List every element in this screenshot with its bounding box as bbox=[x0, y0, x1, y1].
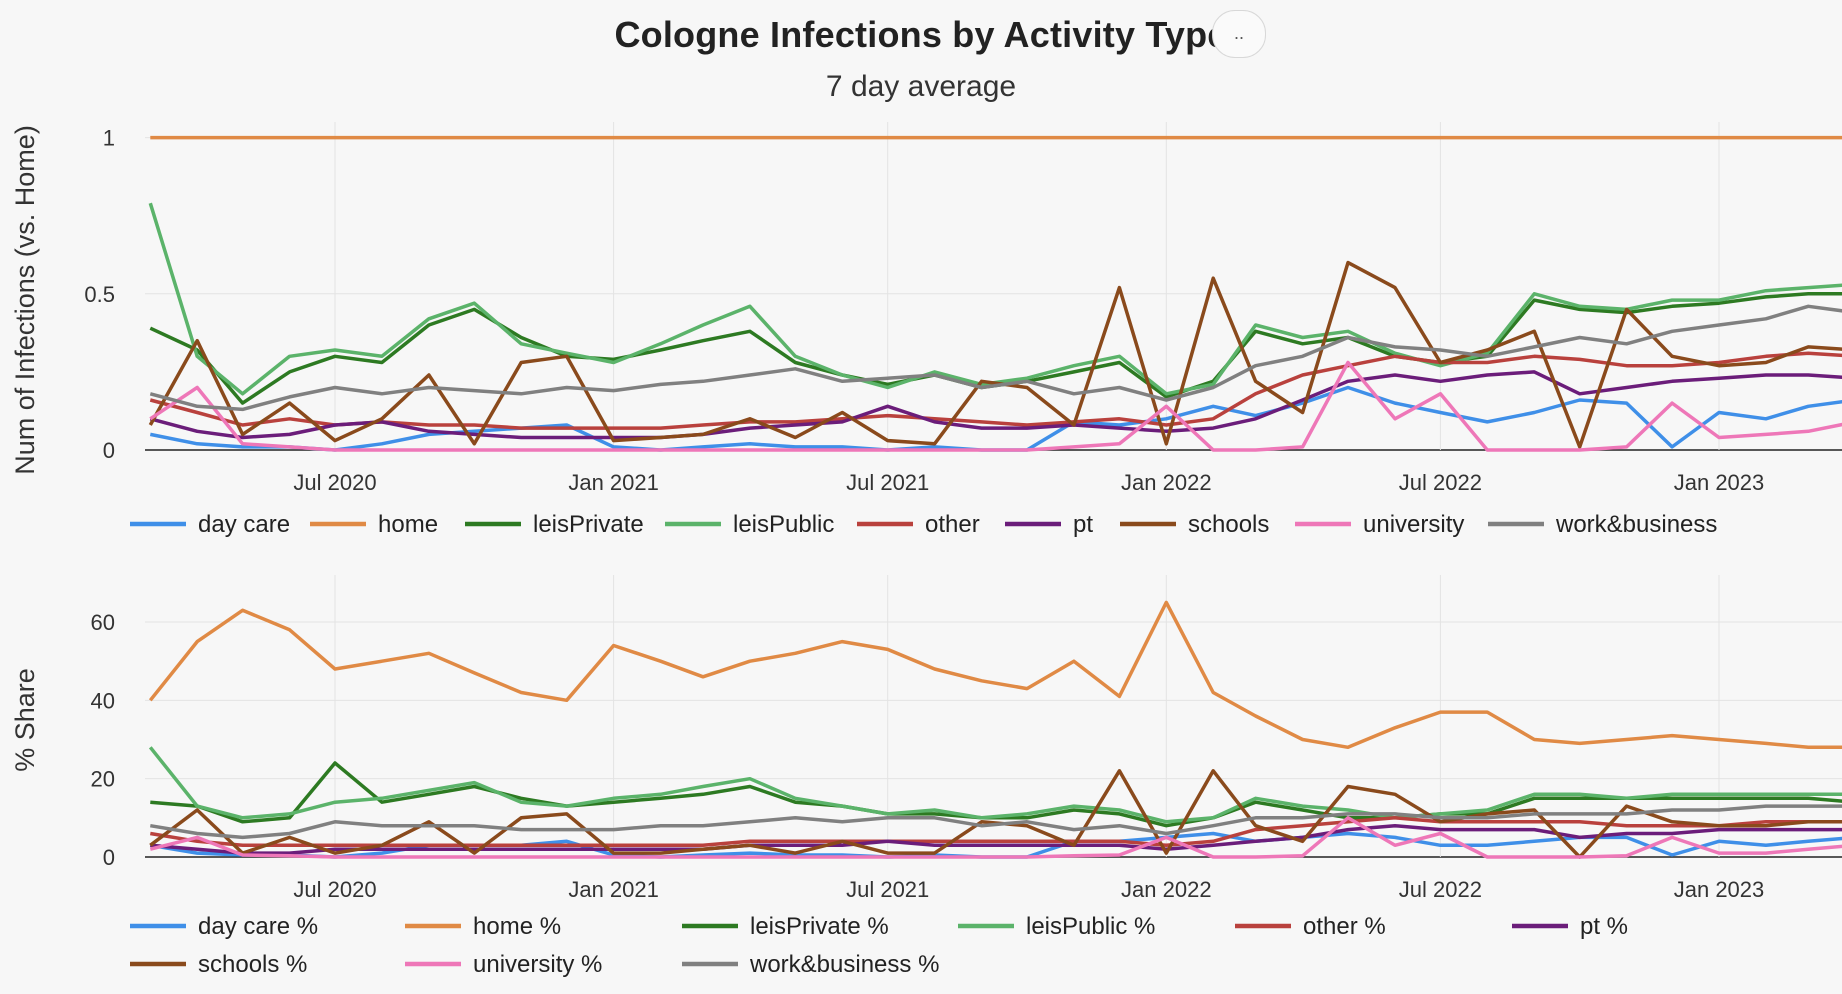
y-tick-label: 0.5 bbox=[84, 282, 115, 307]
infections-legend: day care home leisPrivate leisPublic other pt… bbox=[130, 511, 1717, 538]
legend-item-home[interactable]: home % bbox=[405, 913, 561, 940]
legend-item-day-care[interactable]: day care % bbox=[130, 913, 318, 940]
legend-label: day care bbox=[198, 511, 290, 538]
legend-item-work-business[interactable]: work&business % bbox=[682, 951, 939, 978]
x-tick-label: Jul 2020 bbox=[293, 470, 376, 495]
series-line-home[interactable] bbox=[148, 600, 1842, 750]
legend-label: leisPublic bbox=[733, 511, 834, 538]
series-line-pt[interactable] bbox=[150, 823, 1842, 855]
legend-item-work-business[interactable]: work&business bbox=[1488, 511, 1717, 538]
series-line-university[interactable] bbox=[149, 360, 1842, 452]
legend-label: university bbox=[1363, 511, 1464, 538]
series-line-work-business[interactable] bbox=[150, 804, 1842, 840]
series-line-leisprivate[interactable] bbox=[150, 761, 1842, 828]
series-line-other[interactable] bbox=[150, 816, 1842, 848]
legend-label: leisPublic % bbox=[1026, 913, 1155, 940]
series-line-work-business[interactable] bbox=[149, 304, 1842, 412]
series-line-leispublic[interactable] bbox=[148, 202, 1842, 396]
series-group bbox=[148, 600, 1842, 859]
legend-item-day-care[interactable]: day care bbox=[130, 511, 290, 538]
chart-subtitle: 7 day average bbox=[825, 70, 1017, 103]
y-axis-label: % Share bbox=[10, 668, 40, 772]
series-line-university[interactable] bbox=[149, 816, 1842, 859]
legend-label: other bbox=[925, 511, 980, 538]
legend-item-schools[interactable]: schools % bbox=[130, 951, 307, 978]
y-axis-label: Num of Infections (vs. Home) bbox=[10, 125, 40, 475]
legend-item-home[interactable]: home bbox=[310, 511, 438, 538]
legend-label: schools bbox=[1188, 511, 1269, 538]
x-tick-label: Jul 2022 bbox=[1399, 470, 1482, 495]
series-line-pt[interactable] bbox=[149, 370, 1842, 440]
legend-item-other[interactable]: other % bbox=[1235, 913, 1386, 940]
legend-item-leispublic[interactable]: leisPublic % bbox=[958, 913, 1155, 940]
y-tick-label: 60 bbox=[91, 610, 115, 635]
x-tick-label: Jan 2021 bbox=[568, 877, 659, 902]
legend-item-university[interactable]: university bbox=[1295, 511, 1464, 538]
legend-item-leisprivate[interactable]: leisPrivate bbox=[465, 511, 644, 538]
legend-item-university[interactable]: university % bbox=[405, 951, 602, 978]
x-tick-label: Jul 2021 bbox=[846, 877, 929, 902]
x-tick-label: Jan 2022 bbox=[1121, 470, 1212, 495]
legend-label: home % bbox=[473, 913, 561, 940]
legend-item-pt[interactable]: pt % bbox=[1512, 913, 1628, 940]
series-group bbox=[148, 135, 1842, 452]
y-tick-label: 0 bbox=[103, 438, 115, 463]
x-tick-label: Jan 2021 bbox=[568, 470, 659, 495]
legend-label: work&business bbox=[1555, 511, 1717, 538]
x-tick-label: Jul 2022 bbox=[1399, 877, 1482, 902]
legend-item-leisprivate[interactable]: leisPrivate % bbox=[682, 913, 889, 940]
infections-panel: 0 0.5 1 Jul 2020 Jan 2021 Jul 2021 Jan 2022 Jul… bbox=[10, 122, 1842, 495]
legend-item-other[interactable]: other bbox=[857, 511, 980, 538]
x-tick-label: Jul 2020 bbox=[293, 877, 376, 902]
legend-label: university % bbox=[473, 951, 602, 978]
legend-label: day care % bbox=[198, 913, 318, 940]
legend-label: home bbox=[378, 511, 438, 538]
series-line-schools[interactable] bbox=[148, 260, 1842, 449]
legend-item-leispublic[interactable]: leisPublic bbox=[665, 511, 834, 538]
legend-label: leisPrivate bbox=[533, 511, 644, 538]
legend-label: pt % bbox=[1580, 913, 1628, 940]
chart-menu-button[interactable]: .. bbox=[1212, 10, 1266, 58]
legend-item-schools[interactable]: schools bbox=[1120, 511, 1269, 538]
x-tick-label: Jan 2023 bbox=[1674, 470, 1765, 495]
series-line-leispublic[interactable] bbox=[148, 746, 1842, 824]
share-panel: 0 20 40 60 Jul 2020 Jan 2021 Jul 2021 Jan 2022 J… bbox=[10, 575, 1842, 902]
series-line-other[interactable] bbox=[149, 351, 1842, 430]
chart-title: Cologne Infections by Activity Type bbox=[614, 14, 1228, 55]
legend-item-pt[interactable]: pt bbox=[1005, 511, 1093, 538]
share-legend: day care % home % leisPrivate % leisPublic … bbox=[130, 913, 1628, 978]
legend-label: schools % bbox=[198, 951, 307, 978]
y-tick-label: 40 bbox=[91, 688, 115, 713]
x-tick-label: Jul 2021 bbox=[846, 470, 929, 495]
y-tick-label: 0 bbox=[103, 845, 115, 870]
legend-label: other % bbox=[1303, 913, 1386, 940]
legend-label: work&business % bbox=[749, 951, 939, 978]
legend-label: pt bbox=[1073, 511, 1093, 538]
y-tick-label: 20 bbox=[91, 767, 115, 792]
x-tick-label: Jan 2022 bbox=[1121, 877, 1212, 902]
y-tick-label: 1 bbox=[103, 126, 115, 151]
legend-label: leisPrivate % bbox=[750, 913, 889, 940]
x-tick-label: Jan 2023 bbox=[1674, 877, 1765, 902]
